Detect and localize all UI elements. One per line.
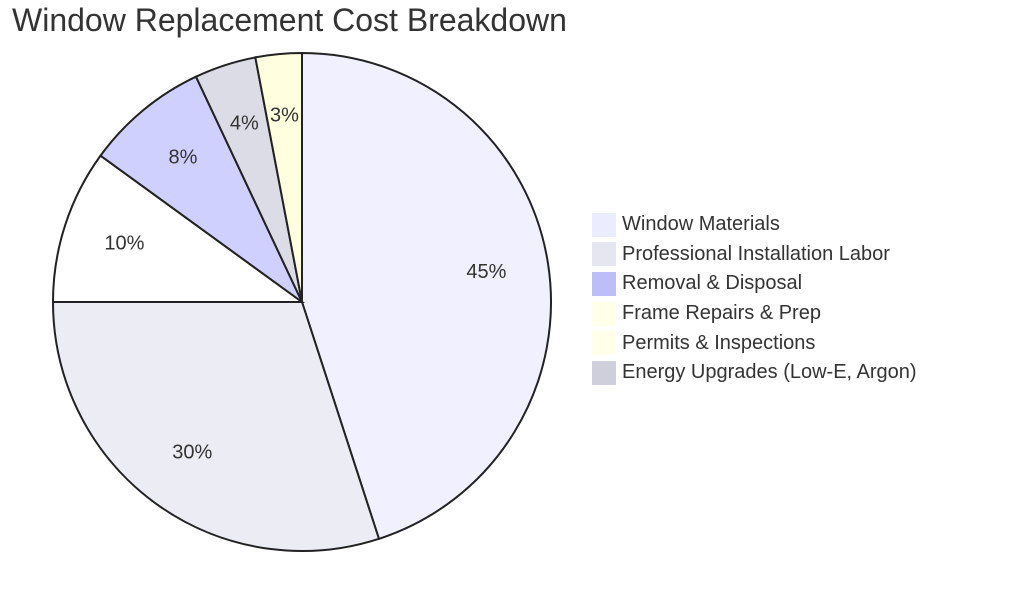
- legend-swatch: [592, 360, 616, 385]
- pie-slice: [254, 51, 303, 303]
- legend-item: Energy Upgrades (Low-E, Argon): [592, 358, 917, 388]
- legend-swatch: [592, 301, 616, 326]
- slice-label: 10%: [104, 233, 144, 255]
- legend-swatch: [592, 331, 616, 356]
- pie-slice: [51, 154, 306, 303]
- slice-label: 3%: [270, 104, 299, 126]
- legend-swatch: [592, 242, 616, 267]
- legend: Window Materials Professional Installati…: [592, 210, 917, 388]
- slice-label: 8%: [169, 146, 198, 168]
- pie-slice: [99, 75, 303, 303]
- slice-label: 30%: [172, 441, 212, 463]
- chart-title: Window Replacement Cost Breakdown: [12, 2, 567, 38]
- legend-item: Frame Repairs & Prep: [592, 299, 917, 329]
- pie-slice: [51, 301, 381, 552]
- pie-slice: [301, 51, 552, 541]
- slice-label: 45%: [466, 261, 506, 283]
- legend-label: Permits & Inspections: [622, 331, 816, 354]
- legend-item: Professional Installation Labor: [592, 240, 917, 270]
- legend-label: Removal & Disposal: [622, 272, 803, 295]
- legend-item: Window Materials: [592, 210, 917, 240]
- legend-swatch: [592, 271, 616, 296]
- legend-label: Professional Installation Labor: [622, 242, 890, 265]
- legend-label: Energy Upgrades (Low-E, Argon): [622, 361, 917, 384]
- legend-swatch: [592, 212, 616, 237]
- legend-item: Removal & Disposal: [592, 269, 917, 299]
- legend-item: Permits & Inspections: [592, 328, 917, 358]
- legend-label: Window Materials: [622, 213, 780, 236]
- slice-label: 4%: [230, 113, 259, 135]
- legend-label: Frame Repairs & Prep: [622, 302, 821, 325]
